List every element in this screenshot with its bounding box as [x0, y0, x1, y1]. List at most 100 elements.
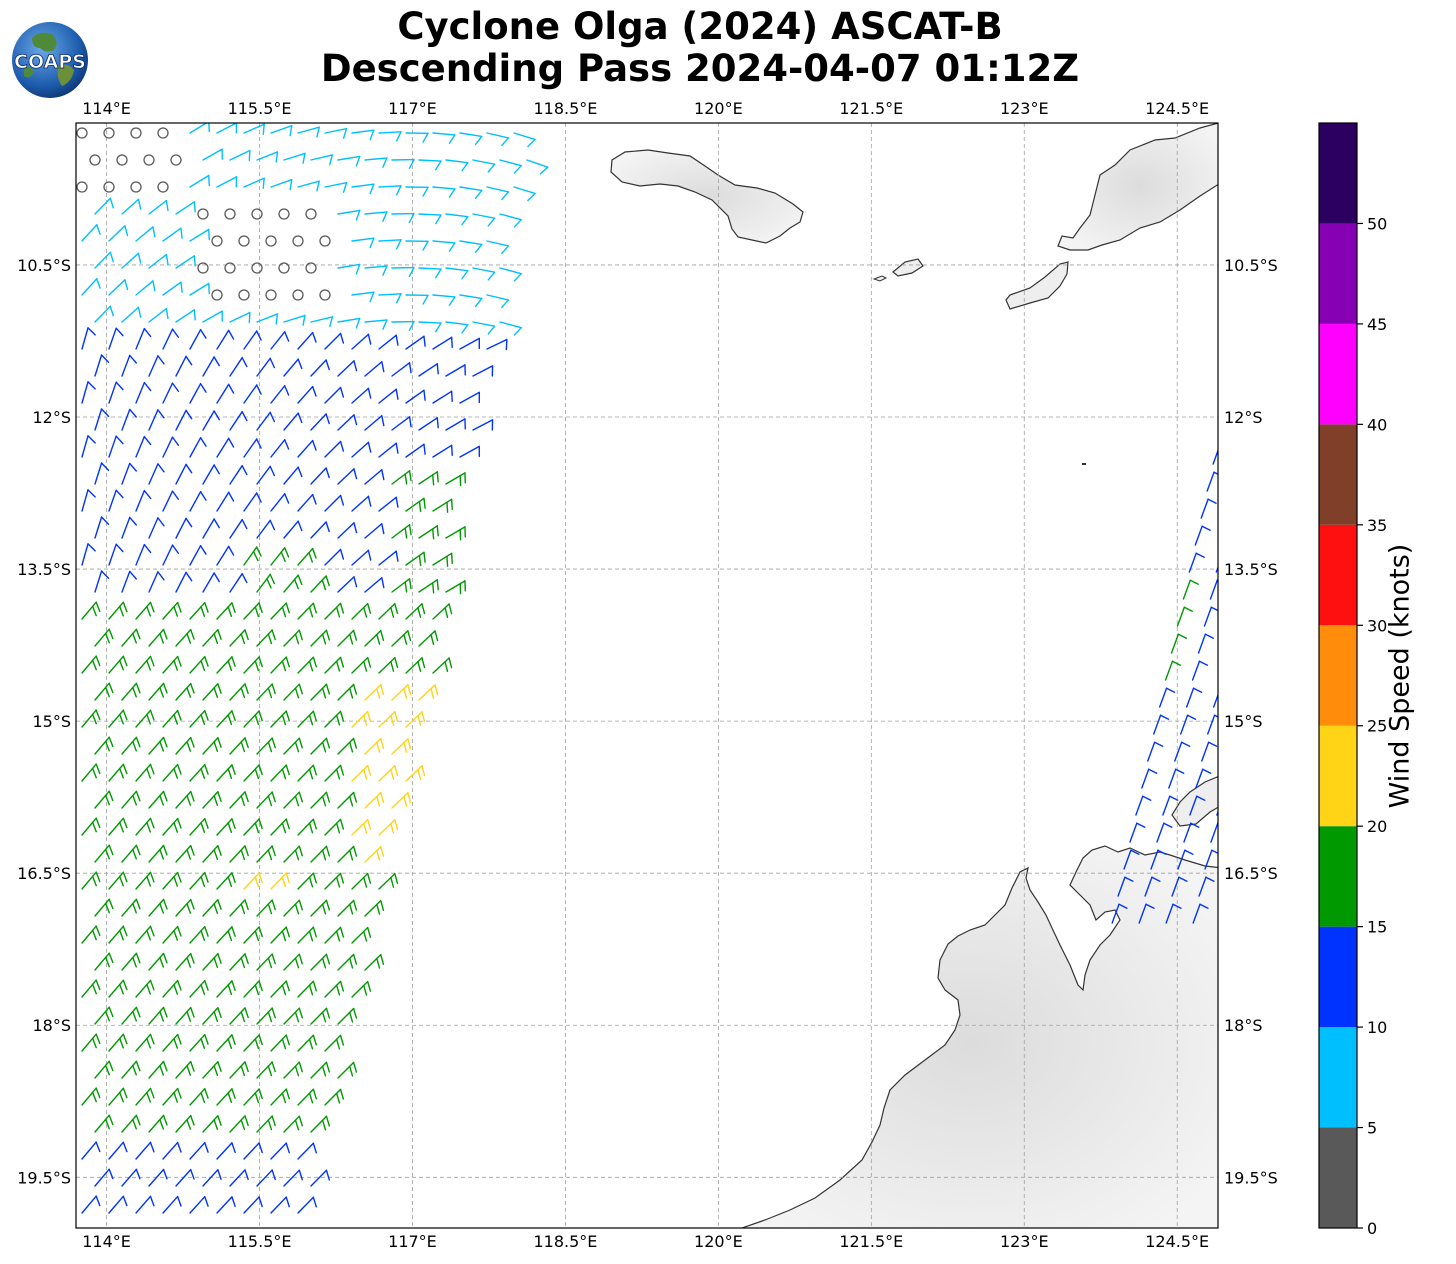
wind-barb: [378, 711, 399, 728]
wind-barb: [108, 817, 128, 836]
wind-barb: [405, 711, 426, 728]
lon-label-bottom: 120°E: [694, 1232, 743, 1251]
land-sumba: [610, 149, 804, 244]
wind-barb: [175, 898, 195, 917]
wind-barb: [1117, 876, 1134, 897]
wind-barb: [283, 520, 303, 539]
wind-barb: [162, 655, 182, 674]
wind-barb: [162, 601, 182, 620]
wind-barb: [148, 571, 165, 593]
wind-barb: [121, 628, 141, 647]
wind-barb: [202, 464, 220, 485]
lat-label-left: 19.5°S: [17, 1168, 71, 1187]
calm-circle: [143, 154, 155, 166]
wind-barb: [391, 524, 412, 539]
wind-barb: [81, 327, 96, 350]
wind-barb: [324, 1034, 345, 1052]
wind-barb: [351, 549, 372, 566]
wind-barb: [121, 736, 141, 755]
wind-barb: [175, 355, 193, 377]
wind-barb: [324, 710, 345, 728]
wind-barb: [121, 1168, 141, 1187]
wind-barb: [445, 526, 466, 541]
wind-barb: [405, 294, 429, 305]
wind-barb: [459, 132, 483, 146]
wind-barb: [202, 737, 222, 755]
lon-label-bottom: 124.5°E: [1145, 1232, 1209, 1251]
wind-barb: [202, 572, 220, 593]
calm-circle: [251, 262, 263, 274]
wind-barb: [310, 1061, 331, 1079]
calm-circle: [76, 127, 88, 139]
wind-barb: [216, 329, 235, 350]
wind-barb: [418, 630, 439, 647]
wind-barb: [445, 580, 466, 595]
wind-barb: [135, 327, 152, 350]
wind-barb: [243, 872, 263, 890]
calm-circle: [292, 235, 304, 247]
wind-barb: [256, 1115, 276, 1133]
wind-barb: [378, 603, 399, 620]
map-gridlines: [76, 123, 1218, 1228]
wind-barb: [94, 570, 110, 593]
wind-barb: [405, 443, 426, 458]
wind-barb: [162, 1033, 182, 1052]
wind-barb: [378, 496, 399, 512]
wind-barb: [81, 763, 101, 782]
wind-barb: [297, 656, 318, 674]
wind-barb: [445, 364, 466, 377]
calm-circle: [319, 289, 331, 301]
lon-label-top: 121.5°E: [839, 99, 903, 118]
wind-barb: [418, 471, 439, 486]
wind-barb: [94, 952, 114, 971]
wind-barb: [418, 417, 439, 431]
calm-circle: [103, 181, 115, 193]
colorbar-bin: [1319, 424, 1357, 525]
colorbar-bin: [1319, 223, 1357, 324]
wind-barb: [108, 1087, 128, 1106]
lon-label-top: 120°E: [694, 99, 743, 118]
land-flores-timor: [1057, 123, 1218, 251]
wind-barb: [283, 845, 303, 863]
wind-barb: [1176, 606, 1194, 627]
wind-barb: [108, 763, 128, 782]
wind-barb: [121, 408, 137, 431]
wind-barb: [270, 331, 290, 350]
colorbar-tick-label: 5: [1367, 1119, 1377, 1138]
wind-barb: [513, 132, 536, 148]
wind-barb: [310, 575, 330, 593]
wind-barb: [94, 462, 110, 485]
wind-barb: [175, 1006, 195, 1025]
wind-barb: [337, 953, 358, 971]
wind-barb: [391, 470, 412, 485]
wind-barb: [418, 267, 442, 279]
wind-barb: [121, 898, 141, 917]
wind-barb: [1150, 849, 1167, 870]
wind-barb: [432, 657, 453, 674]
wind-barb: [243, 1196, 263, 1214]
wind-barb: [378, 819, 399, 836]
wind-barb: [216, 437, 235, 458]
wind-barb: [256, 573, 276, 593]
wind-barb: [175, 517, 193, 539]
calm-circle: [278, 208, 290, 220]
calm-circle: [197, 262, 209, 274]
wind-barb: [229, 629, 249, 647]
wind-barb: [94, 790, 114, 809]
wind-barb: [175, 571, 193, 593]
wind-barb: [216, 710, 236, 728]
wind-barb: [486, 132, 510, 147]
lat-label-right: 13.5°S: [1224, 560, 1278, 579]
wind-barb: [162, 979, 182, 998]
wind-barb: [405, 551, 426, 567]
wind-barb: [297, 126, 320, 138]
wind-barb: [337, 468, 358, 485]
wind-barb: [108, 871, 128, 890]
wind-barb: [364, 629, 385, 647]
wind-barb: [202, 953, 222, 971]
svg-text:COAPS: COAPS: [14, 51, 86, 73]
calm-circle: [76, 181, 88, 193]
wind-barb: [256, 357, 276, 377]
land-raijua-island: [892, 258, 924, 277]
